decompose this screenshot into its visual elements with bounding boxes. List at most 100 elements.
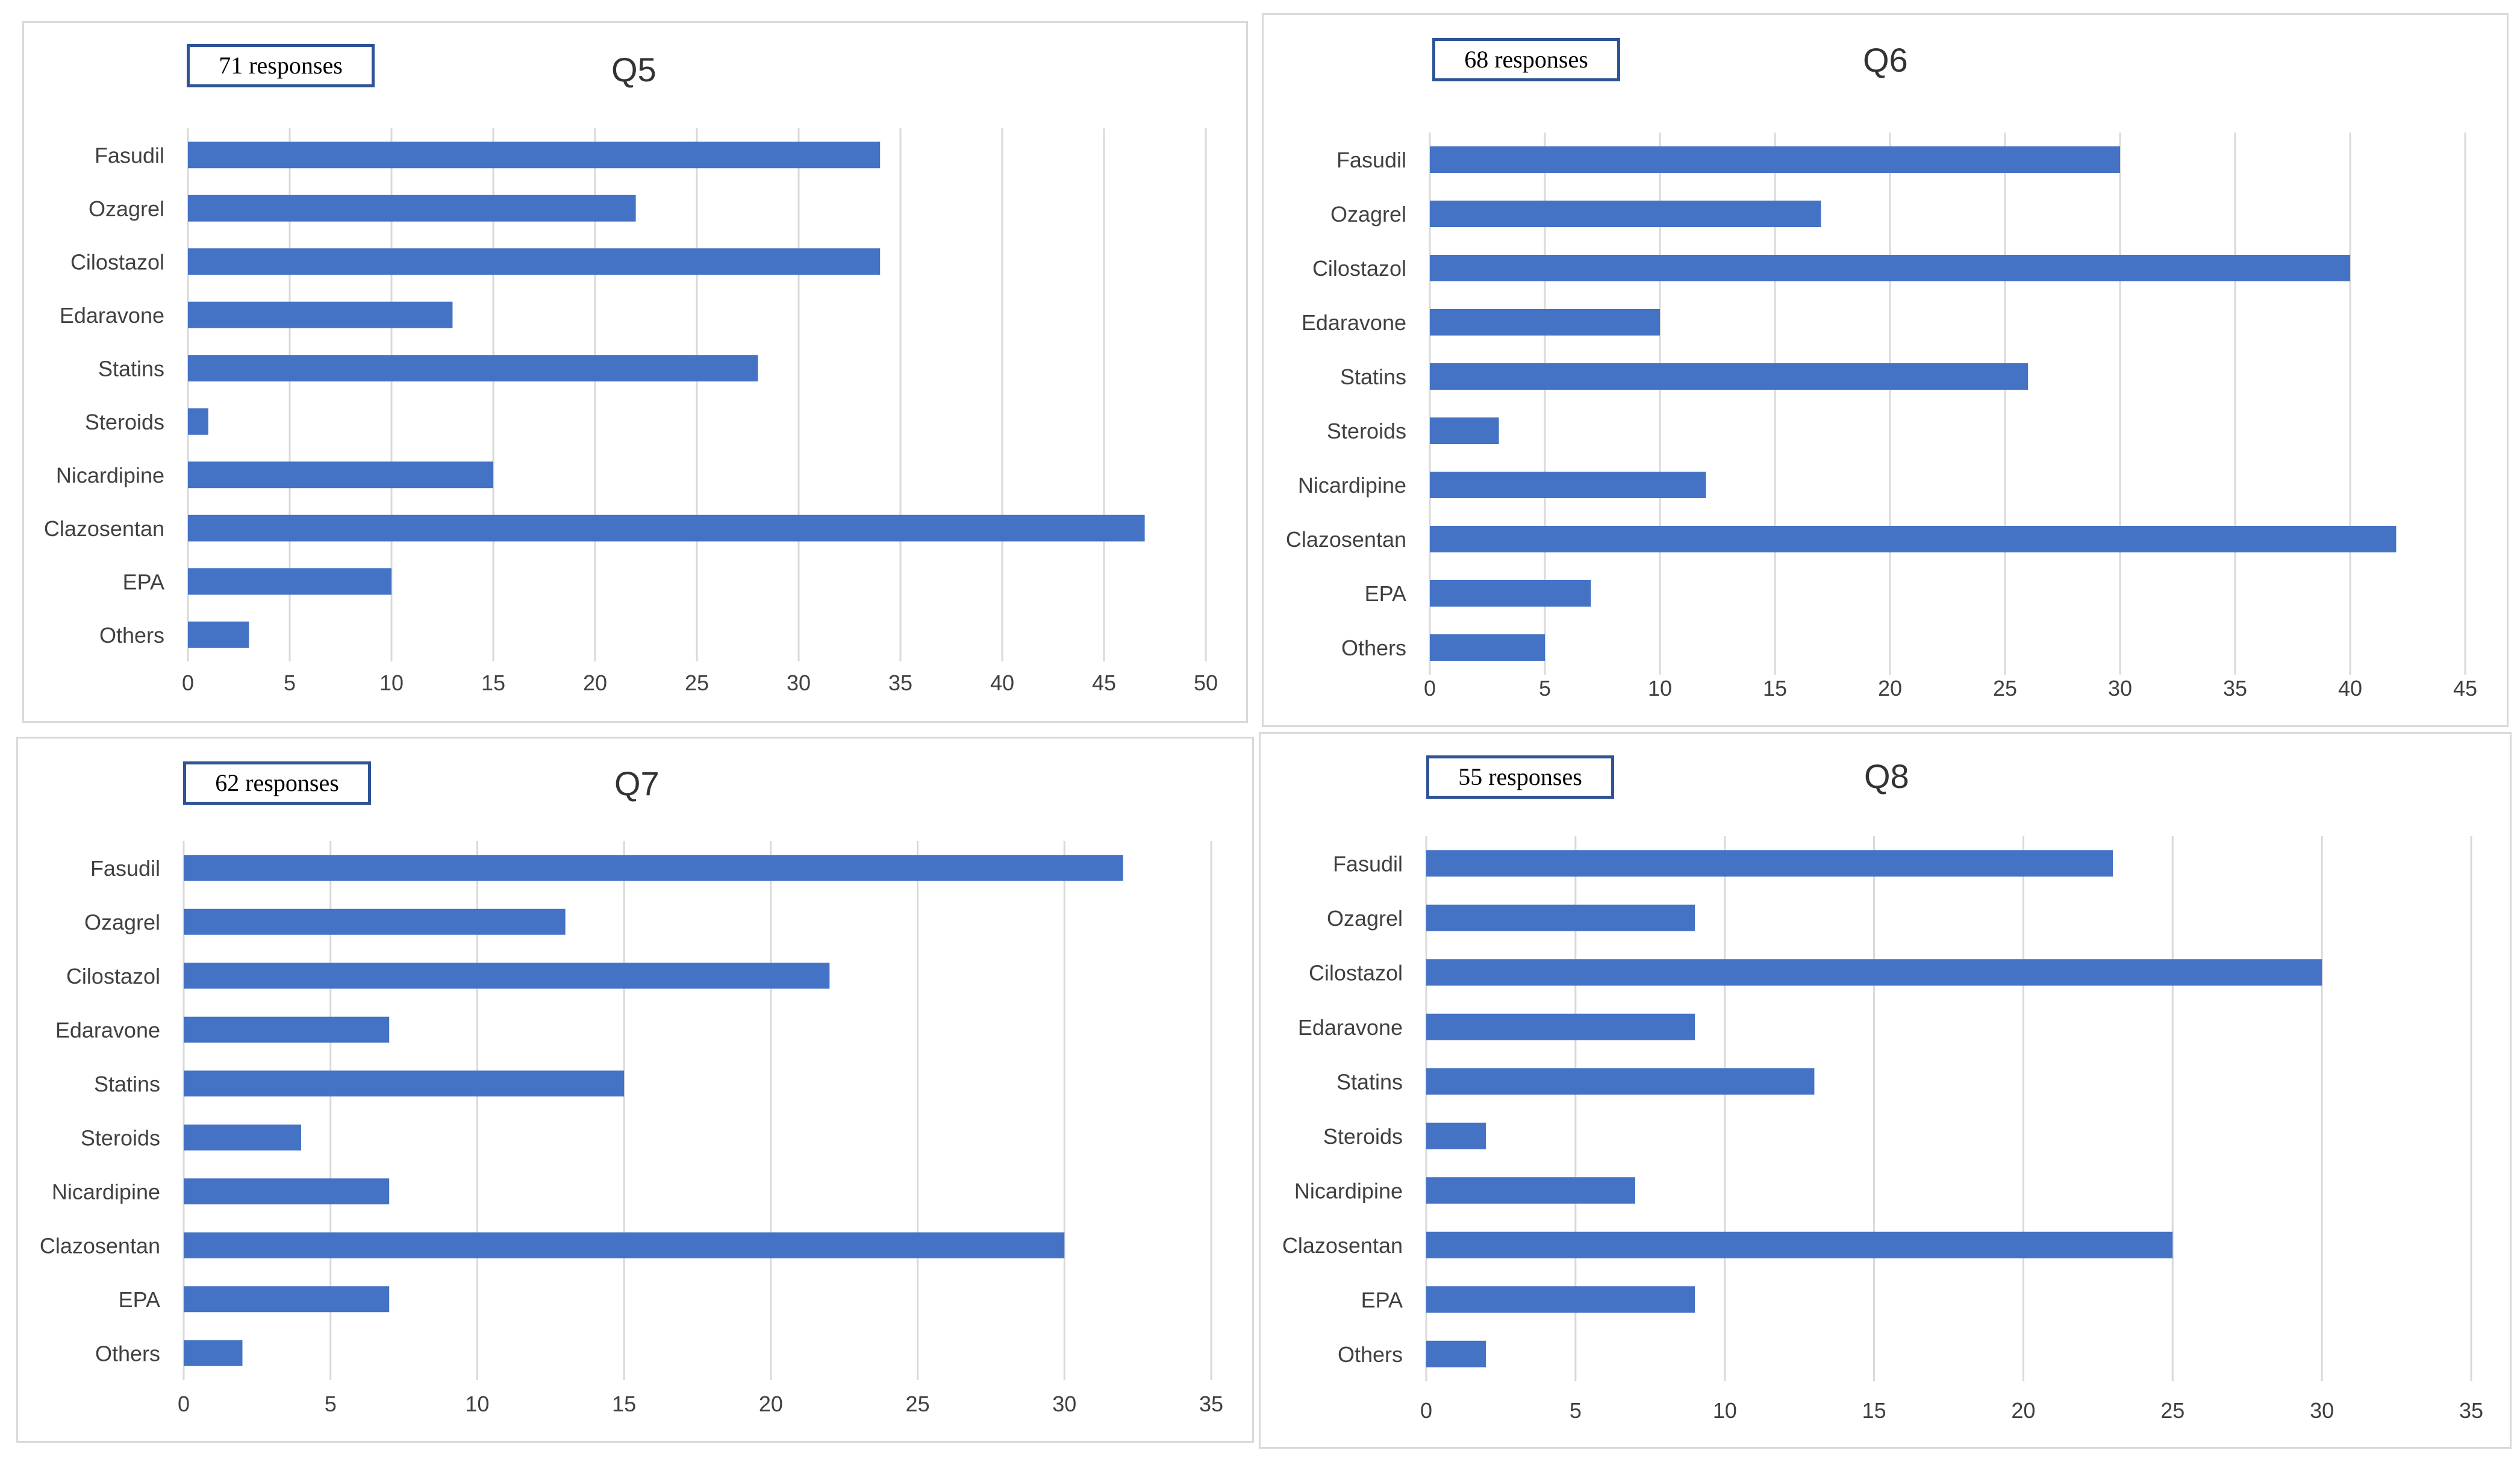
x-tick-label: 25 <box>906 1392 930 1416</box>
bar-statins <box>1426 1068 1815 1095</box>
x-tick-label: 45 <box>1092 670 1116 695</box>
category-label: Clazosentan <box>1286 527 1406 552</box>
bar-statins <box>184 1070 625 1097</box>
category-label: Others <box>1341 636 1406 660</box>
x-tick-label: 30 <box>2310 1398 2334 1423</box>
category-label: Steroids <box>1323 1124 1403 1149</box>
bar-ozagrel <box>188 195 636 222</box>
x-tick-label: 20 <box>2011 1398 2035 1423</box>
x-tick-label: 5 <box>325 1392 337 1416</box>
bar-ozagrel <box>1430 201 1821 227</box>
responses-badge: 68 responses <box>1432 38 1620 81</box>
x-tick-label: 10 <box>379 670 404 695</box>
bar-nicardipine <box>184 1178 390 1205</box>
bar-nicardipine <box>188 461 493 489</box>
category-label: EPA <box>1365 581 1406 606</box>
category-label: Steroids <box>81 1125 160 1150</box>
x-tick-label: 15 <box>481 670 505 695</box>
bar-fasudil <box>184 855 1123 881</box>
x-tick-label: 5 <box>284 670 296 695</box>
x-tick-label: 25 <box>1993 676 2017 701</box>
responses-badge: 55 responses <box>1426 755 1614 799</box>
category-label: Nicardipine <box>1298 473 1406 498</box>
bar-statins <box>188 355 758 382</box>
bar-chart-q8: 0 5 10 15 20 25 30 35 Fasudil Ozagrel Cilostazol Ed… <box>1282 836 2483 1423</box>
category-label: Statins <box>98 356 164 381</box>
category-label: Edaravone <box>60 303 164 328</box>
bar-others <box>184 1340 243 1366</box>
bar-steroids <box>1430 417 1499 444</box>
bar-ozagrel <box>1426 904 1695 931</box>
bar-edaravone <box>1430 309 1660 336</box>
category-label: Ozagrel <box>89 196 164 221</box>
bar-fasudil <box>1426 850 2113 877</box>
category-label: Nicardipine <box>1294 1178 1403 1203</box>
x-tick-label: 10 <box>1648 676 1672 701</box>
x-tick-label: 25 <box>2160 1398 2185 1423</box>
category-label: Others <box>1338 1342 1403 1367</box>
x-tick-label: 50 <box>1194 670 1218 695</box>
bar-chart-q5: 0 5 10 15 20 25 30 35 40 45 50 Fasudil Ozagrel Cilost… <box>44 128 1218 695</box>
bar-epa <box>1426 1286 1695 1313</box>
responses-badge: 62 responses <box>183 761 371 805</box>
x-tick-label: 20 <box>759 1392 783 1416</box>
category-label: Statins <box>1340 364 1406 389</box>
category-label: Clazosentan <box>1282 1233 1403 1258</box>
category-label: Nicardipine <box>52 1179 160 1204</box>
bar-others <box>1426 1340 1486 1367</box>
bar-nicardipine <box>1430 472 1706 498</box>
category-label: Statins <box>1336 1069 1403 1094</box>
category-label: Cilostazol <box>1309 960 1403 985</box>
chart-panel-q8: 55 responses Q8 0 5 10 15 20 25 30 35 Fasudil Oza… <box>1259 732 2512 1449</box>
bar-nicardipine <box>1426 1177 1635 1204</box>
category-label: Steroids <box>1327 419 1406 443</box>
category-label: Ozagrel <box>84 910 160 934</box>
x-tick-label: 0 <box>182 670 194 695</box>
category-label: Edaravone <box>1302 310 1406 335</box>
bar-epa <box>188 568 391 595</box>
category-label: EPA <box>119 1287 160 1312</box>
category-label: Edaravone <box>55 1017 160 1042</box>
chart-panel-q6: 68 responses Q6 0 5 10 15 20 25 30 35 40 45 Fasudi… <box>1262 13 2509 727</box>
bar-cilostazol <box>184 963 830 989</box>
category-label: Cilostazol <box>70 249 164 274</box>
x-tick-label: 15 <box>1763 676 1787 701</box>
category-label: Statins <box>94 1072 160 1096</box>
category-label: EPA <box>1361 1287 1403 1312</box>
bar-chart-q6: 0 5 10 15 20 25 30 35 40 45 Fasudil Ozagrel Cilostaz… <box>1286 133 2477 701</box>
bar-clazosentan <box>184 1232 1065 1258</box>
x-tick-label: 30 <box>787 670 811 695</box>
bar-fasudil <box>1430 146 2120 173</box>
category-label: EPA <box>123 569 164 594</box>
chart-panel-q5: 71 responses Q5 0 5 10 15 20 25 30 35 40 45 50 Fasu… <box>22 21 1248 723</box>
responses-badge: 71 responses <box>187 44 375 87</box>
x-tick-label: 0 <box>1420 1398 1432 1423</box>
bar-statins <box>1430 363 2029 390</box>
chart-title: Q8 <box>1864 757 1909 795</box>
category-label: Fasudil <box>95 143 164 167</box>
category-label: Cilostazol <box>66 964 160 989</box>
bar-steroids <box>188 408 208 435</box>
x-tick-label: 10 <box>1713 1398 1737 1423</box>
category-label: Ozagrel <box>1330 202 1406 226</box>
x-tick-label: 20 <box>1878 676 1902 701</box>
bar-cilostazol <box>188 248 881 275</box>
x-tick-label: 35 <box>1199 1392 1223 1416</box>
bar-edaravone <box>1426 1013 1695 1040</box>
x-tick-label: 20 <box>583 670 607 695</box>
bar-steroids <box>184 1124 301 1151</box>
x-tick-label: 30 <box>2108 676 2132 701</box>
x-tick-label: 35 <box>2459 1398 2483 1423</box>
category-label: Fasudil <box>90 856 160 881</box>
bar-epa <box>1430 580 1591 607</box>
x-tick-label: 15 <box>1862 1398 1886 1423</box>
chart-title: Q5 <box>611 51 657 89</box>
bar-ozagrel <box>184 908 566 935</box>
bar-steroids <box>1426 1122 1486 1149</box>
chart-title: Q7 <box>614 764 660 802</box>
category-label: Nicardipine <box>56 463 164 487</box>
category-label: Clazosentan <box>40 1233 160 1258</box>
category-label: Cilostazol <box>1312 256 1406 281</box>
category-label: Edaravone <box>1298 1015 1403 1040</box>
x-tick-label: 45 <box>2453 676 2477 701</box>
